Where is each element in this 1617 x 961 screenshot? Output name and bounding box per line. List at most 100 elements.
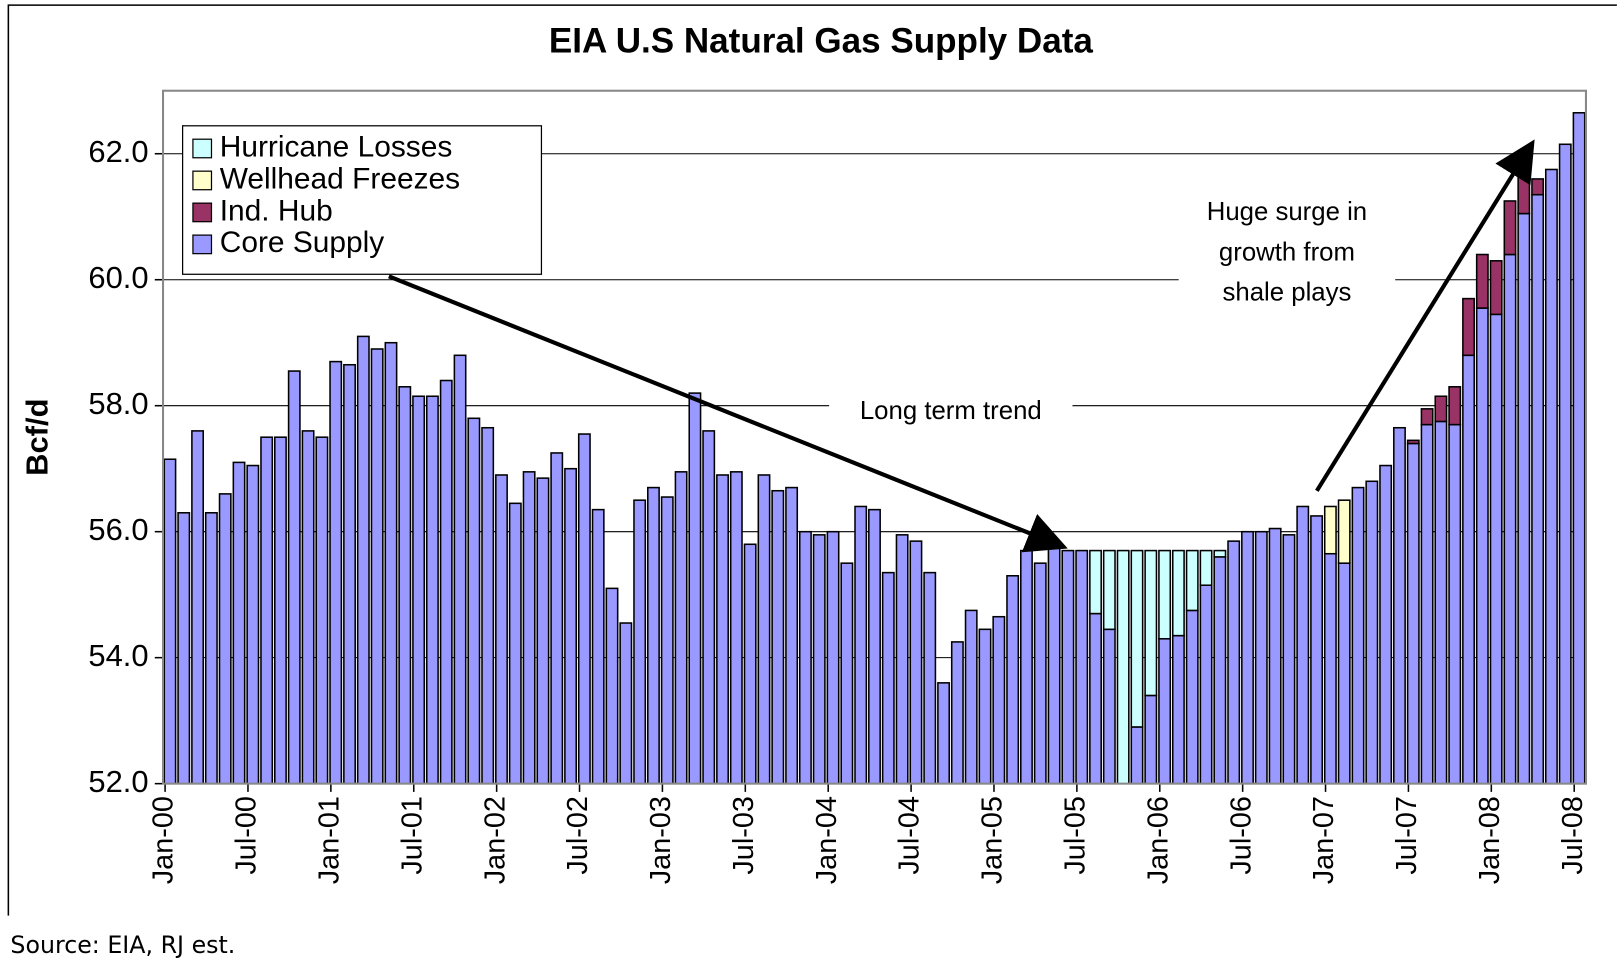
- bar-segment: [729, 471, 743, 784]
- x-tick-label: Jan-08: [1474, 796, 1506, 884]
- bar-segment: [1185, 549, 1199, 612]
- bar-segment: [937, 682, 951, 784]
- bar-segment: [591, 508, 605, 784]
- bar-segment: [329, 360, 343, 784]
- bar-segment: [384, 341, 398, 784]
- legend-label: Wellhead Freezes: [220, 162, 460, 195]
- bar-segment: [398, 386, 412, 784]
- surge-arrow: [1315, 139, 1535, 492]
- x-tick-label: Jan-03: [645, 796, 677, 884]
- bar-segment: [1462, 297, 1475, 357]
- bar-segment: [177, 512, 191, 784]
- bar-segment: [1323, 505, 1337, 555]
- legend-swatch: [192, 138, 213, 159]
- bar-segment: [1089, 549, 1102, 615]
- y-axis-label: Bcf/d: [19, 399, 54, 476]
- bar-segment: [356, 335, 370, 784]
- bar-segment: [1489, 260, 1503, 316]
- trend-arrow: [388, 274, 1068, 553]
- x-tick-label: Jul-03: [728, 796, 760, 875]
- annotation: growth from: [1219, 238, 1355, 266]
- bar-segment: [301, 430, 315, 784]
- bar-segment: [826, 530, 840, 784]
- bar-segment: [1406, 439, 1420, 445]
- bar-segment: [633, 499, 647, 784]
- x-tick-label: Jul-07: [1391, 796, 1423, 875]
- bar-segment: [743, 543, 757, 784]
- bar-segment: [1489, 313, 1503, 784]
- bar-segment: [1337, 562, 1351, 784]
- bar-segment: [1117, 788, 1128, 796]
- bar-segment: [191, 430, 205, 784]
- bar-segment: [370, 348, 384, 784]
- legend-swatch: [192, 170, 213, 191]
- chart-title: EIA U.S Natural Gas Supply Data: [549, 22, 1094, 61]
- bar-segment: [1475, 307, 1489, 784]
- bar-segment: [343, 363, 356, 784]
- bar-segment: [992, 615, 1006, 784]
- bar-segment: [660, 496, 674, 784]
- bar-segment: [840, 562, 854, 784]
- x-tick-label: Jan-05: [977, 796, 1009, 884]
- bar-segment: [1213, 549, 1227, 558]
- bar-segment: [1296, 505, 1310, 784]
- bar-segment: [522, 471, 536, 784]
- bar-segment: [204, 512, 218, 784]
- bar-segment: [1241, 530, 1254, 784]
- bar-segment: [1351, 486, 1365, 784]
- bar-segment: [218, 493, 232, 784]
- bar-segment: [812, 534, 826, 784]
- bar-segment: [1089, 612, 1102, 784]
- bar-segment: [1420, 408, 1434, 426]
- bar-segment: [1158, 549, 1172, 640]
- bar-segment: [1323, 552, 1337, 784]
- bar-segment: [1130, 549, 1144, 728]
- bar-segment: [605, 587, 619, 784]
- bar-segment: [1199, 549, 1213, 586]
- bar-segment: [1434, 420, 1448, 784]
- bar-segment: [1517, 212, 1531, 784]
- bar-segment: [232, 461, 246, 784]
- bar-segment: [757, 474, 771, 784]
- x-tick-label: Jan-02: [479, 796, 511, 884]
- bar-segment: [798, 530, 812, 784]
- bar-segment: [577, 433, 591, 784]
- legend-swatch: [192, 202, 213, 223]
- legend-label: Hurricane Losses: [220, 130, 453, 163]
- x-tick-label: Jul-02: [562, 796, 594, 875]
- y-tick-label: 56.0: [88, 512, 148, 547]
- x-tick-label: Jan-06: [1142, 796, 1174, 884]
- bar-segment: [1448, 423, 1462, 784]
- bar-segment: [1254, 530, 1268, 784]
- bar-segment: [950, 641, 964, 784]
- legend-label: Ind. Hub: [220, 194, 333, 227]
- bar-segment: [163, 458, 177, 784]
- bar-segment: [1393, 426, 1406, 784]
- bar-segment: [1365, 480, 1379, 784]
- bar-segment: [1185, 609, 1199, 784]
- x-tick-label: Jul-04: [894, 796, 926, 875]
- bar-segment: [1033, 562, 1047, 784]
- bar-segment: [854, 505, 868, 784]
- annotation: shale plays: [1222, 279, 1351, 307]
- x-tick-label: Jan-07: [1308, 796, 1340, 884]
- bar-segment: [1406, 442, 1420, 784]
- bar-segment: [1171, 634, 1185, 784]
- y-tick-label: 58.0: [88, 386, 148, 421]
- bar-segment: [564, 467, 578, 784]
- bar-segment: [771, 489, 785, 784]
- bar-segment: [1310, 515, 1324, 784]
- bar-segment: [1558, 143, 1572, 784]
- bar-segment: [1462, 354, 1475, 784]
- bar-segment: [964, 609, 978, 784]
- chart-frame: [7, 4, 1617, 916]
- bar-segment: [1171, 549, 1185, 637]
- bar-segment: [1282, 534, 1296, 784]
- bar-segment: [1020, 549, 1033, 784]
- bar-segment: [412, 395, 426, 784]
- bar-segment: [260, 436, 274, 784]
- annotation-background: [1178, 192, 1396, 314]
- bar-segment: [1531, 178, 1545, 196]
- x-tick-label: Jul-01: [396, 796, 428, 875]
